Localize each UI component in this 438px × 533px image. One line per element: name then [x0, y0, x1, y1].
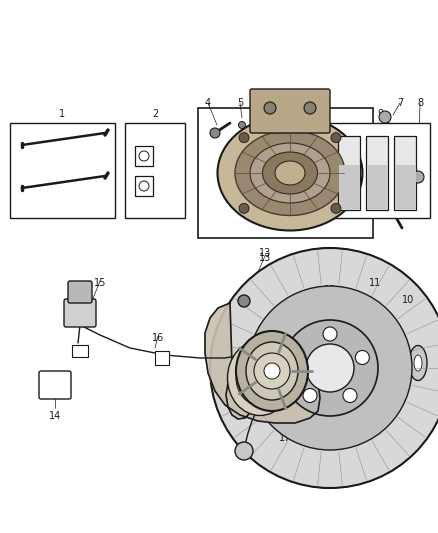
Text: 11: 11 — [369, 278, 381, 288]
Circle shape — [303, 389, 317, 402]
Circle shape — [304, 102, 316, 114]
Circle shape — [139, 181, 149, 191]
Polygon shape — [394, 136, 416, 210]
Ellipse shape — [227, 341, 293, 416]
Ellipse shape — [236, 351, 284, 406]
Text: 5: 5 — [237, 98, 243, 108]
Circle shape — [343, 389, 357, 402]
Circle shape — [239, 133, 249, 143]
Text: 6: 6 — [287, 98, 293, 108]
Text: 16: 16 — [152, 333, 164, 343]
Circle shape — [379, 111, 391, 123]
Text: 8: 8 — [417, 98, 423, 108]
Text: 10: 10 — [402, 295, 414, 305]
Ellipse shape — [218, 116, 363, 230]
Circle shape — [239, 204, 249, 213]
Circle shape — [412, 171, 424, 183]
Ellipse shape — [414, 355, 422, 371]
Circle shape — [264, 363, 280, 379]
Text: 14: 14 — [49, 411, 61, 421]
Ellipse shape — [409, 345, 427, 381]
Ellipse shape — [262, 152, 318, 194]
Bar — [330, 123, 430, 218]
Circle shape — [264, 102, 276, 114]
Circle shape — [210, 248, 438, 488]
Circle shape — [331, 133, 341, 143]
Circle shape — [291, 351, 305, 365]
Text: 15: 15 — [94, 278, 106, 288]
Circle shape — [323, 327, 337, 341]
Circle shape — [306, 344, 354, 392]
Circle shape — [210, 128, 220, 138]
FancyBboxPatch shape — [250, 89, 330, 133]
Circle shape — [248, 286, 412, 450]
Bar — [135, 146, 153, 166]
Bar — [10, 123, 115, 218]
Circle shape — [376, 186, 388, 198]
Ellipse shape — [246, 342, 298, 400]
Text: 17: 17 — [279, 433, 291, 443]
Bar — [339, 165, 360, 209]
Bar — [135, 176, 153, 196]
Text: 13: 13 — [259, 248, 271, 258]
Text: 1: 1 — [60, 109, 66, 119]
Circle shape — [331, 204, 341, 213]
Ellipse shape — [275, 161, 305, 185]
Bar — [367, 165, 388, 209]
Circle shape — [238, 295, 250, 307]
Ellipse shape — [236, 331, 308, 411]
Text: 12: 12 — [324, 285, 336, 295]
FancyBboxPatch shape — [64, 299, 96, 327]
Polygon shape — [205, 303, 320, 423]
FancyBboxPatch shape — [39, 371, 71, 399]
Polygon shape — [338, 136, 360, 210]
Circle shape — [355, 351, 369, 365]
Bar — [72, 345, 88, 357]
Bar — [125, 123, 185, 218]
Bar — [155, 351, 169, 365]
Ellipse shape — [235, 131, 345, 215]
Polygon shape — [366, 136, 388, 210]
Circle shape — [282, 320, 378, 416]
Circle shape — [254, 353, 290, 389]
Text: 7: 7 — [397, 98, 403, 108]
Text: 2: 2 — [152, 109, 158, 119]
Circle shape — [139, 151, 149, 161]
Bar — [395, 165, 416, 209]
Circle shape — [235, 442, 253, 460]
Text: 13: 13 — [259, 253, 271, 263]
Circle shape — [239, 122, 246, 128]
Text: 9: 9 — [377, 109, 383, 119]
FancyBboxPatch shape — [68, 281, 92, 303]
Ellipse shape — [250, 143, 330, 203]
Text: 4: 4 — [205, 98, 211, 108]
Bar — [198, 108, 373, 238]
